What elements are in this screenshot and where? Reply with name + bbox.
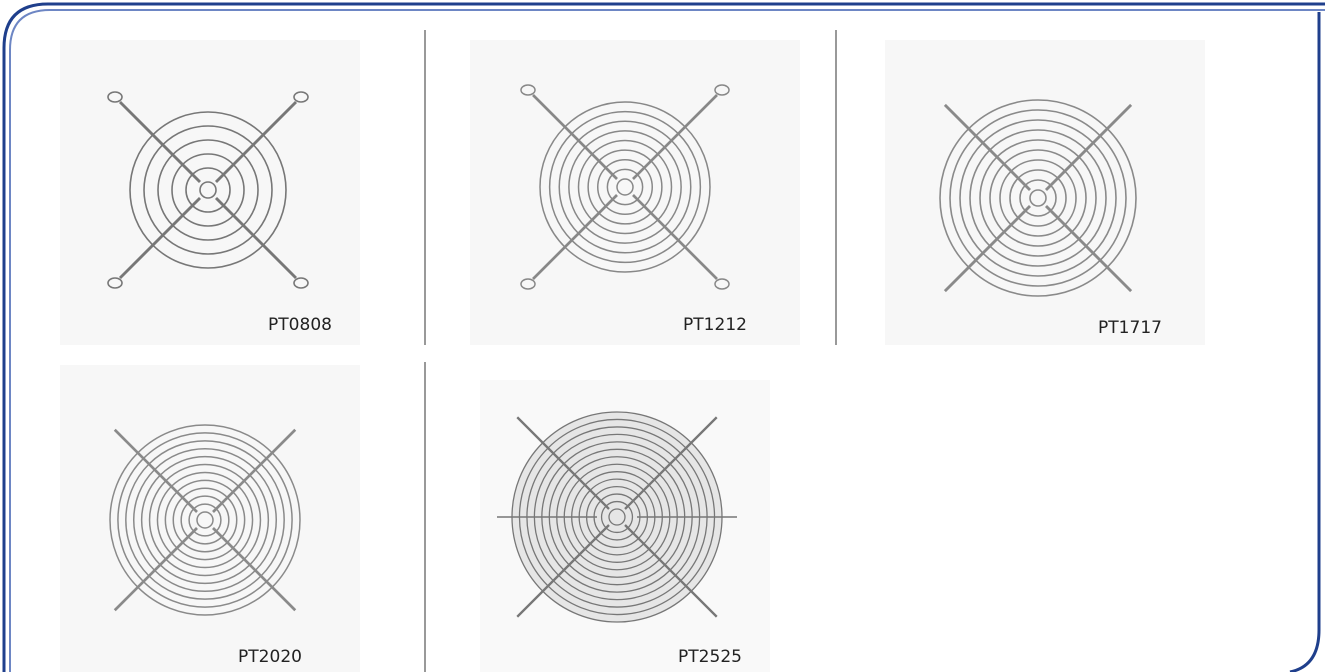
- photo-bg: [60, 40, 360, 345]
- product-label: PT0808: [268, 315, 332, 335]
- product-label: PT1717: [1098, 318, 1162, 338]
- page: PT0808 PT1212 PT1717 PT2020 PT2525 (() =…: [0, 0, 1325, 672]
- frame-right: [1290, 12, 1319, 672]
- product-label: PT2525: [678, 647, 742, 667]
- product-label: PT2020: [238, 647, 302, 667]
- photo-bg: [470, 40, 800, 345]
- photo-bg: [60, 365, 360, 672]
- product-label: PT1212: [683, 315, 747, 335]
- photo-bg: [885, 40, 1205, 345]
- catalog-sheet: PT0808 PT1212 PT1717 PT2020 PT2525: [0, 0, 1325, 672]
